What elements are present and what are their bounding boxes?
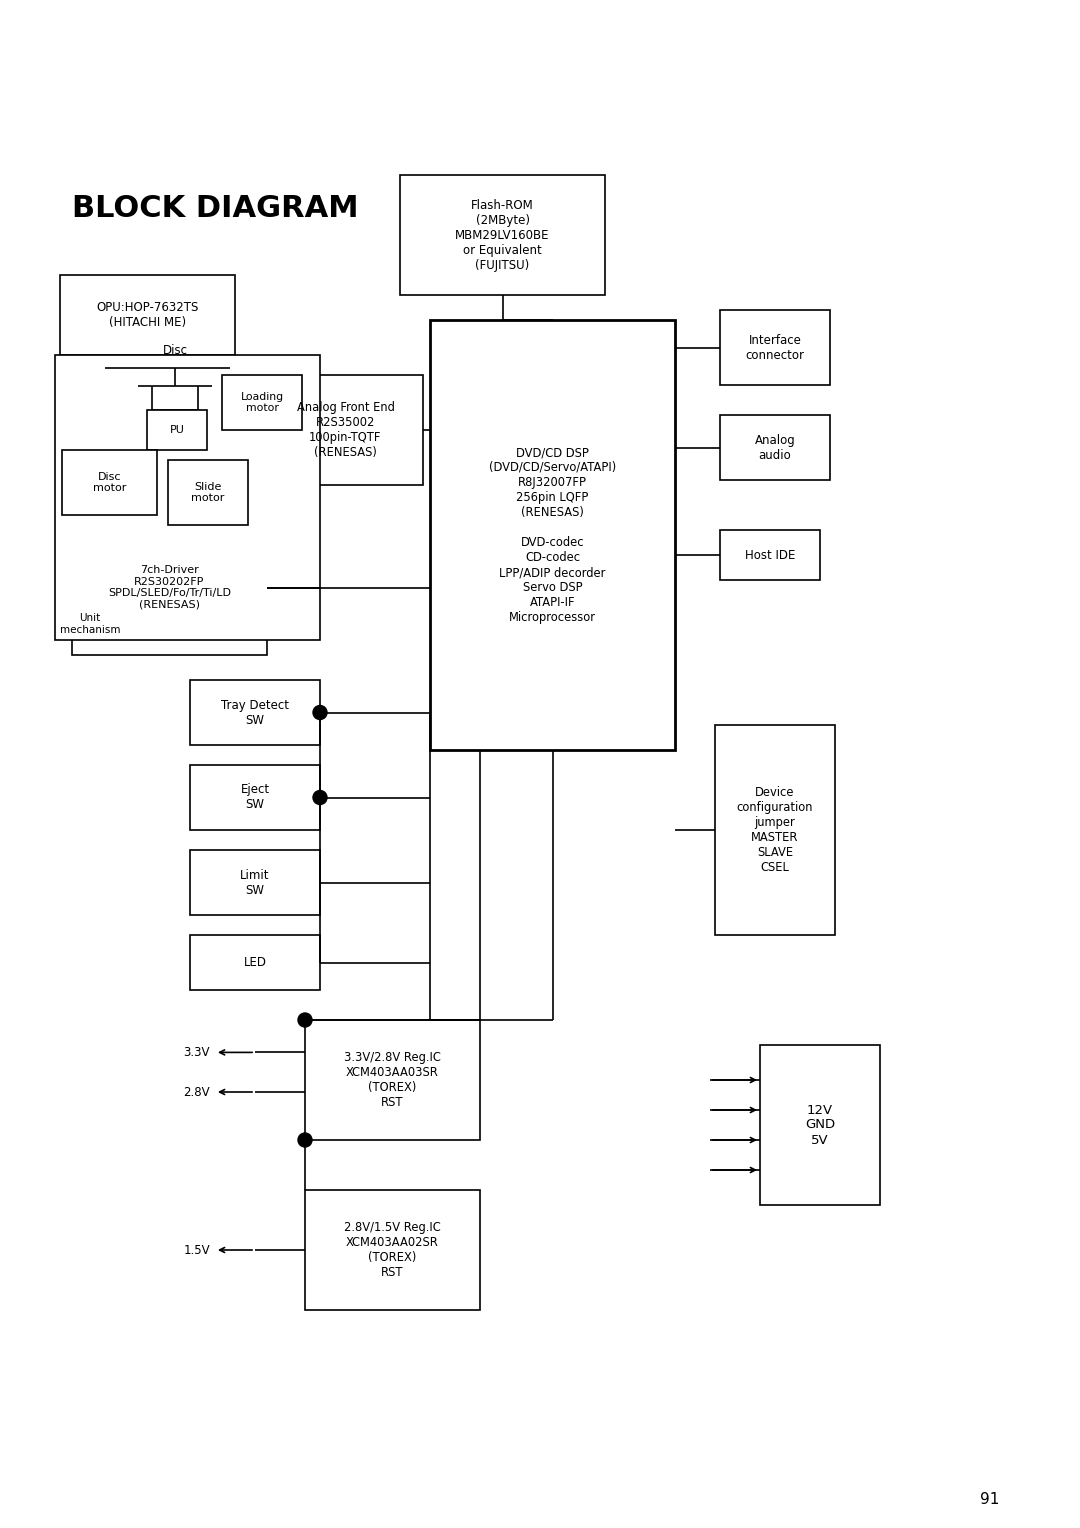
Text: Loading
motor: Loading motor	[241, 391, 284, 413]
Text: Host IDE: Host IDE	[745, 549, 795, 561]
Text: Interface
connector: Interface connector	[745, 333, 805, 362]
Text: 91: 91	[981, 1493, 1000, 1508]
Text: DVD/CD DSP
(DVD/CD/Servo/ATAPI)
R8J32007FP
256pin LQFP
(RENESAS)

DVD-codec
CD-c: DVD/CD DSP (DVD/CD/Servo/ATAPI) R8J32007…	[489, 446, 616, 623]
Text: Analog Front End
R2S35002
100pin-TQTF
(RENESAS): Analog Front End R2S35002 100pin-TQTF (R…	[297, 400, 394, 458]
Bar	[720, 310, 831, 385]
Text: 2.8V/1.5V Reg.IC
XCM403AA02SR
(TOREX)
RST: 2.8V/1.5V Reg.IC XCM403AA02SR (TOREX) RS…	[345, 1221, 441, 1279]
Text: Tray Detect
SW: Tray Detect SW	[221, 698, 289, 726]
Text: BLOCK DIAGRAM: BLOCK DIAGRAM	[72, 194, 359, 223]
Bar	[190, 935, 320, 990]
Circle shape	[298, 1013, 312, 1027]
Text: 3.3V/2.8V Reg.IC
XCM403AA03SR
(TOREX)
RST: 3.3V/2.8V Reg.IC XCM403AA03SR (TOREX) RS…	[345, 1051, 441, 1109]
Bar	[190, 850, 320, 915]
Bar	[72, 520, 267, 656]
Bar	[55, 354, 320, 640]
Circle shape	[313, 790, 327, 805]
Text: Disc
motor: Disc motor	[93, 472, 126, 494]
Text: Analog
audio: Analog audio	[755, 434, 795, 461]
Bar	[268, 374, 423, 484]
Text: PU: PU	[170, 425, 185, 435]
Text: 7ch-Driver
R2S30202FP
SPDL/SLED/Fo/Tr/Ti/LD
(RENESAS): 7ch-Driver R2S30202FP SPDL/SLED/Fo/Tr/Ti…	[108, 565, 231, 610]
Text: Flash-ROM
(2MByte)
MBM29LV160BE
or Equivalent
(FUJITSU): Flash-ROM (2MByte) MBM29LV160BE or Equiv…	[456, 199, 550, 272]
Circle shape	[298, 1132, 312, 1148]
Bar	[62, 451, 157, 515]
Bar	[190, 680, 320, 746]
Text: 2.8V: 2.8V	[184, 1085, 210, 1099]
Bar	[720, 416, 831, 480]
Text: Unit
mechanism: Unit mechanism	[60, 613, 121, 636]
Bar	[147, 410, 207, 451]
Text: Slide
motor: Slide motor	[191, 481, 225, 503]
Bar	[760, 1045, 880, 1206]
Bar	[190, 766, 320, 830]
Text: Eject
SW: Eject SW	[241, 784, 270, 811]
Bar	[720, 530, 820, 581]
Bar	[430, 319, 675, 750]
Text: 12V
GND
5V: 12V GND 5V	[805, 1103, 835, 1146]
Text: 1.5V: 1.5V	[184, 1244, 210, 1256]
Text: Disc: Disc	[162, 344, 188, 356]
Bar	[60, 275, 235, 354]
Bar	[400, 176, 605, 295]
Bar	[715, 724, 835, 935]
Text: Device
configuration
jumper
MASTER
SLAVE
CSEL: Device configuration jumper MASTER SLAVE…	[737, 785, 813, 874]
Circle shape	[313, 706, 327, 720]
Bar	[305, 1190, 480, 1309]
Text: OPU:HOP-7632TS
(HITACHI ME): OPU:HOP-7632TS (HITACHI ME)	[96, 301, 199, 329]
Bar	[168, 460, 248, 526]
Text: LED: LED	[243, 957, 267, 969]
Bar	[305, 1021, 480, 1140]
Bar	[222, 374, 302, 429]
Text: 3.3V: 3.3V	[184, 1045, 210, 1059]
Text: Limit
SW: Limit SW	[240, 868, 270, 897]
